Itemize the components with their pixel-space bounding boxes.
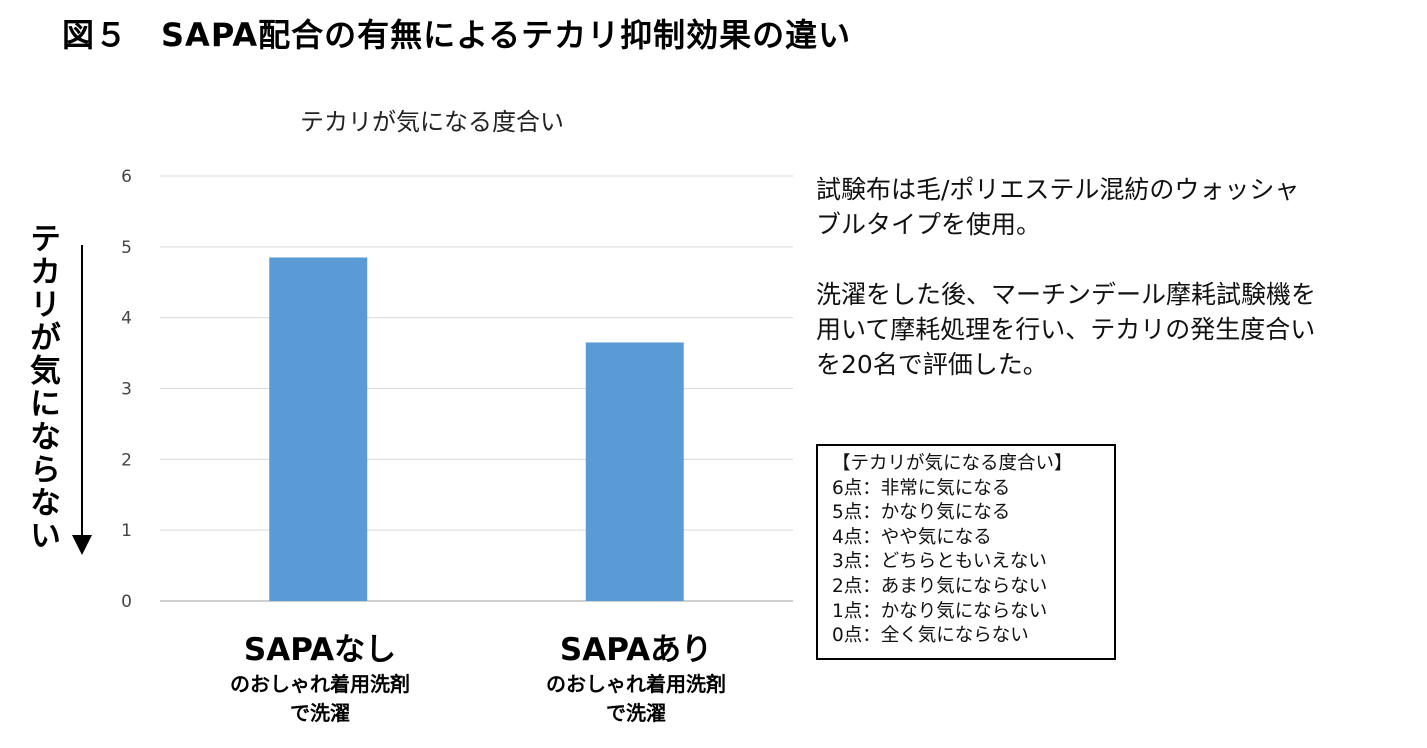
- note-line: 試験布は毛/ポリエステル混紡のウォッシャ: [816, 175, 1300, 204]
- legend-item: 2点：あまり気にならない: [832, 575, 1048, 597]
- score-scale-legend: 【テカリが気になる度合い】 6点：非常に気になる 5点：かなり気になる 4点：や…: [816, 444, 1116, 660]
- figure-title: 図５ SAPA配合の有無によるテカリ抑制効果の違い: [62, 16, 852, 54]
- legend-item: 5点：かなり気になる: [832, 502, 1011, 524]
- note-line: を20名で評価した。: [816, 350, 1048, 379]
- bar: [585, 342, 684, 601]
- chart-title: テカリが気になる度合い: [300, 108, 564, 136]
- y-tick-label: 6: [121, 167, 132, 187]
- bar: [269, 257, 368, 601]
- gridlines: [160, 175, 793, 602]
- legend-item: 0点：全く気にならない: [832, 625, 1029, 647]
- legend-title: 【テカリが気になる度合い】: [832, 453, 1073, 474]
- category-sub-label: のおしゃれ着用洗剤: [546, 672, 726, 696]
- note-line: ブルタイプを使用。: [816, 210, 1042, 239]
- category-sub-label: のおしゃれ着用洗剤: [230, 672, 410, 696]
- legend-item: 3点：どちらともいえない: [832, 551, 1047, 573]
- note-line: 洗濯をした後、マーチンデール摩耗試験機を: [816, 280, 1317, 309]
- note-line: 用いて摩耗処理を行い、テカリの発生度合い: [816, 315, 1316, 344]
- category-main-label: SAPAなし: [243, 632, 397, 668]
- legend-item: 4点：やや気になる: [832, 526, 992, 548]
- category-label-2: SAPAあり のおしゃれ着用洗剤 で洗濯: [486, 630, 786, 728]
- category-sub-label: で洗濯: [290, 701, 350, 725]
- category-main-label: SAPAあり: [559, 632, 713, 668]
- y-tick-label: 1: [121, 521, 132, 541]
- bars: [269, 257, 684, 601]
- y-tick-label: 2: [121, 450, 132, 470]
- y-tick-label: 3: [121, 380, 132, 400]
- category-label-1: SAPAなし のおしゃれ着用洗剤 で洗濯: [170, 630, 470, 728]
- method-note: 試験布は毛/ポリエステル混紡のウォッシャ ブルタイプを使用。 洗濯をした後、マー…: [816, 172, 1416, 382]
- y-axis-label: テカリが気にならない: [24, 222, 60, 552]
- y-tick-label: 4: [121, 309, 132, 329]
- y-tick-label: 5: [121, 238, 132, 258]
- category-sub-label: で洗濯: [606, 701, 666, 725]
- y-tick-label: 0: [121, 592, 132, 612]
- legend-item: 6点：非常に気になる: [832, 477, 1011, 499]
- y-tick-labels: 0 1 2 3 4 5 6: [121, 167, 132, 612]
- legend-item: 1点：かなり気にならない: [832, 600, 1048, 622]
